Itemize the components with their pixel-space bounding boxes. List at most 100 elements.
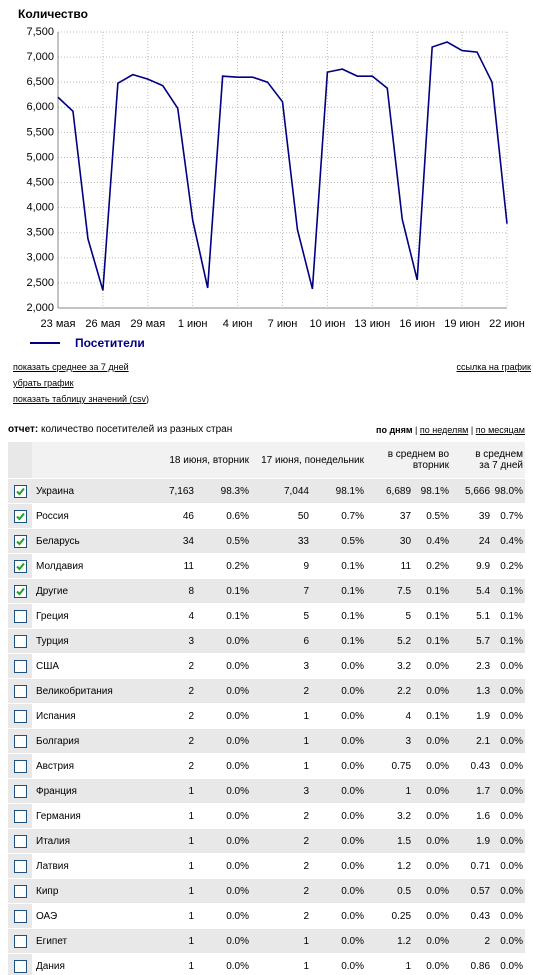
cell-value: 0.86 [451,953,493,975]
period[interactable]: по месяцам [475,425,525,435]
chart: Количество 2,000 2,500 3,000 3,500 4,000 4,50… [18,7,525,350]
cell-value: 0.5% [413,503,452,529]
period[interactable]: по неделям [419,425,469,435]
separator: | [470,425,474,435]
cell-value: 1.2 [366,928,414,954]
link[interactable]: показать таблицу значений ( [13,394,133,404]
period[interactable]: по дням [376,425,413,435]
country-name: Дания [32,953,148,975]
cell-value: 0.4% [413,528,452,554]
cell-value: 0.0% [413,828,452,854]
link[interactable]: убрать график [13,378,74,388]
cell-value: 3 [251,653,311,679]
checkbox[interactable] [13,584,27,598]
cell-value: 0.0% [311,653,367,679]
cell-value: 2 [251,903,311,929]
cell-value: 7,163 [148,478,196,504]
checkbox-cell [8,953,32,975]
link[interactable]: ссылка на график [456,362,531,372]
checkbox[interactable] [13,934,27,948]
cell-value: 0.0% [413,778,452,804]
cell-value: 2 [251,828,311,854]
checkbox-cell [8,778,32,804]
checkbox-cell [8,678,32,704]
x-tick-label: 1 июн [178,318,208,330]
checkbox[interactable] [13,484,27,498]
checkbox[interactable] [13,734,27,748]
legend-label: Посетители [75,336,145,350]
cell-value: 0.0% [311,803,367,829]
checkbox-cell [8,753,32,779]
cell-value: 0.0% [311,778,367,804]
cell-value: 0.43 [451,903,493,929]
table-row: Беларусь 34 0.5% 33 0.5% 30 0.4% 24 0.4% [8,528,526,554]
cell-value: 5.7 [451,628,493,654]
link[interactable]: показать среднее за 7 дней [13,362,129,372]
checkmark [15,587,25,595]
cell-value: 0.0% [492,803,526,829]
cell-value: 0.25 [366,903,414,929]
checkbox[interactable] [13,909,27,923]
table-row: Египет 1 0.0% 1 0.0% 1.2 0.0% 2 0.0% [8,928,526,954]
report-text: количество посетителей из разных стран [41,424,233,435]
checkbox-cell [8,853,32,879]
cell-value: 30 [366,528,414,554]
table-row: Италия 1 0.0% 2 0.0% 1.5 0.0% 1.9 0.0% [8,828,526,854]
cell-value: 1 [251,728,311,754]
x-tick-label: 29 мая [130,318,165,330]
cell-value: 5.2 [366,628,414,654]
header-cell [32,442,148,479]
cell-value: 1.9 [451,828,493,854]
cell-value: 0.0% [311,853,367,879]
cell-value: 0.0% [196,928,251,954]
checkbox[interactable] [13,959,27,973]
checkbox[interactable] [13,534,27,548]
cell-value: 0.0% [492,728,526,754]
checkbox[interactable] [13,509,27,523]
cell-value: 1.2 [366,853,414,879]
checkbox[interactable] [13,609,27,623]
cell-value: 0.1% [311,628,367,654]
checkbox-cell [8,603,32,629]
x-tick-label: 16 июн [399,318,435,330]
checkbox[interactable] [13,659,27,673]
checkbox[interactable] [13,834,27,848]
checkbox[interactable] [13,759,27,773]
cell-value: 0.1% [311,578,367,604]
checkbox[interactable] [13,559,27,573]
table-row: Великобритания 2 0.0% 2 0.0% 2.2 0.0% 1.3 0.0% [8,678,526,704]
y-tick-label: 7,000 [26,51,54,63]
cell-value: 0.0% [196,953,251,975]
checkbox[interactable] [13,709,27,723]
cell-value: 0.0% [311,678,367,704]
checkbox[interactable] [13,809,27,823]
cell-value: 0.0% [413,803,452,829]
checkbox-cell [8,703,32,729]
cell-value: 0.0% [196,628,251,654]
cell-value: 1.5 [366,828,414,854]
country-name: Греция [32,603,148,629]
cell-value: 0.0% [196,653,251,679]
cell-value: 0.43 [451,753,493,779]
checkbox[interactable] [13,784,27,798]
checkbox-cell [8,503,32,529]
checkbox[interactable] [13,884,27,898]
cell-value: 0.0% [413,853,452,879]
checkbox[interactable] [13,859,27,873]
checkbox[interactable] [13,684,27,698]
cell-value: 2 [148,728,196,754]
link[interactable]: csv [132,394,147,404]
header-cell: 18 июня, вторник [148,442,251,479]
y-tick-label: 2,500 [26,277,54,289]
cell-value: 11 [366,553,414,579]
x-tick-label: 10 июн [310,318,346,330]
country-name: Италия [32,828,148,854]
cell-value: 1.6 [451,803,493,829]
chart-title: Количество [18,7,88,21]
country-name: Германия [32,803,148,829]
cell-value: 1 [148,903,196,929]
checkbox[interactable] [13,634,27,648]
x-tick-label: 22 июн [489,318,525,330]
cell-value: 0.0% [492,928,526,954]
